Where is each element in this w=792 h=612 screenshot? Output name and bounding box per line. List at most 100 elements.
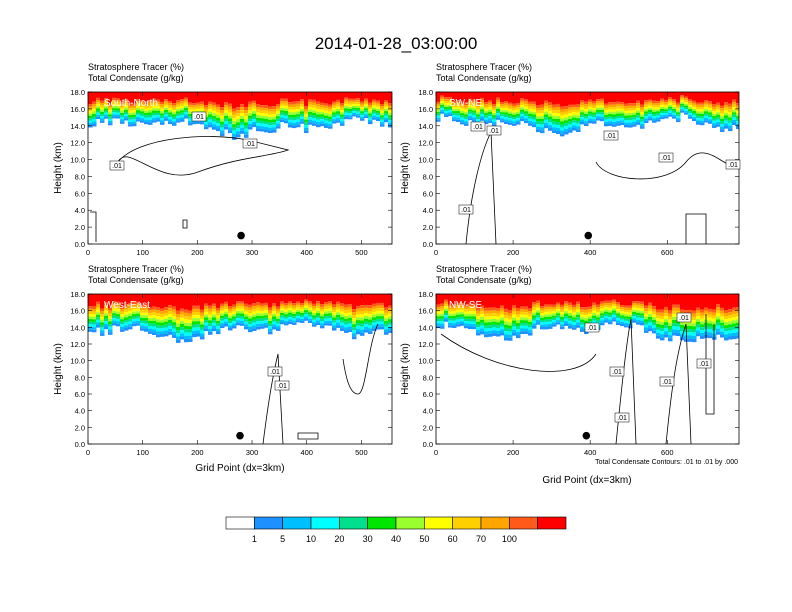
- tracer-band: [208, 124, 213, 128]
- tracer-band: [236, 110, 241, 114]
- tracer-band: [96, 304, 101, 307]
- tracer-band: [696, 109, 701, 112]
- tracer-band: [116, 304, 121, 307]
- colorbar-swatch: [480, 516, 510, 530]
- tracer-band: [116, 314, 121, 317]
- tracer-band: [568, 124, 573, 128]
- tracer-band: [500, 305, 505, 309]
- tracer-band: [636, 301, 641, 304]
- tracer-band: [656, 309, 661, 313]
- tracer-band: [292, 120, 297, 123]
- tracer-band: [316, 320, 321, 323]
- tracer-band: [212, 118, 217, 122]
- tracer-band: [284, 309, 289, 312]
- tracer-band: [256, 313, 261, 316]
- tracer-band: [700, 104, 705, 108]
- tracer-band: [204, 105, 209, 108]
- tracer-band: [292, 307, 297, 310]
- tracer-band: [524, 309, 529, 313]
- tracer-band: [548, 294, 553, 305]
- tracer-band: [384, 117, 389, 121]
- tracer-band: [624, 314, 629, 317]
- tracer-band: [720, 108, 725, 111]
- tracer-band: [620, 317, 625, 320]
- tracer-band: [324, 108, 329, 111]
- tracer-band: [644, 109, 649, 112]
- colorbar-swatch: [424, 516, 453, 530]
- tracer-band: [152, 92, 157, 99]
- tracer-band: [732, 317, 737, 321]
- tracer-band: [340, 325, 345, 329]
- tracer-band: [696, 307, 701, 311]
- tracer-band: [484, 325, 489, 329]
- tracer-band: [296, 106, 301, 110]
- tracer-band: [276, 318, 281, 322]
- tracer-band: [464, 323, 469, 326]
- tracer-band: [292, 117, 297, 121]
- tracer-band: [556, 131, 561, 135]
- tracer-band: [492, 104, 497, 107]
- tracer-band: [628, 316, 633, 320]
- y-tick-label: 14.0: [418, 323, 433, 332]
- tracer-band: [516, 120, 521, 123]
- tracer-band: [580, 319, 585, 323]
- tracer-band: [516, 310, 521, 314]
- tracer-band: [480, 100, 485, 103]
- tracer-band: [304, 127, 309, 131]
- tracer-band: [472, 324, 477, 327]
- tracer-band: [488, 120, 493, 123]
- tracer-band: [212, 116, 217, 119]
- tracer-band: [252, 314, 257, 318]
- tracer-band: [712, 123, 717, 126]
- tracer-band: [640, 306, 645, 309]
- tracer-band: [220, 310, 225, 314]
- tracer-band: [652, 330, 657, 334]
- tracer-band: [124, 327, 129, 331]
- tracer-band: [160, 328, 165, 332]
- tracer-band: [680, 294, 685, 310]
- tracer-band: [644, 106, 649, 110]
- tracer-band: [324, 306, 329, 310]
- tracer-band: [552, 127, 557, 131]
- tracer-band: [496, 102, 501, 105]
- tracer-band: [252, 103, 257, 106]
- tracer-band: [372, 311, 377, 315]
- tracer-band: [492, 324, 497, 328]
- tracer-band: [184, 101, 189, 104]
- tracer-band: [292, 125, 297, 129]
- tracer-band: [148, 117, 153, 120]
- tracer-band: [176, 323, 181, 327]
- tracer-band: [696, 115, 701, 119]
- tracer-band: [244, 294, 249, 304]
- tracer-band: [460, 316, 465, 319]
- tracer-band: [676, 332, 681, 337]
- tracer-band: [736, 332, 739, 336]
- tracer-band: [228, 306, 233, 309]
- tracer-band: [320, 107, 325, 110]
- tracer-band: [664, 309, 669, 314]
- tracer-band: [588, 99, 593, 103]
- tracer-band: [560, 326, 565, 330]
- tracer-band: [200, 103, 205, 107]
- tracer-band: [664, 92, 669, 101]
- tracer-band: [188, 102, 193, 105]
- tracer-band: [472, 104, 477, 107]
- tracer-band: [524, 320, 529, 324]
- tracer-band: [280, 108, 285, 111]
- tracer-band: [352, 92, 357, 99]
- tracer-band: [188, 118, 193, 121]
- tracer-field: [436, 92, 739, 137]
- tracer-band: [104, 114, 109, 117]
- tracer-band: [496, 106, 501, 109]
- tracer-band: [160, 308, 165, 312]
- tracer-band: [236, 315, 241, 319]
- tracer-band: [680, 107, 685, 110]
- tracer-band: [440, 108, 445, 111]
- tracer-band: [716, 322, 721, 326]
- tracer-band: [460, 117, 465, 120]
- tracer-band: [508, 325, 513, 329]
- tracer-band: [216, 125, 221, 129]
- tracer-band: [624, 305, 629, 308]
- tracer-band: [580, 322, 585, 325]
- tracer-band: [124, 306, 129, 310]
